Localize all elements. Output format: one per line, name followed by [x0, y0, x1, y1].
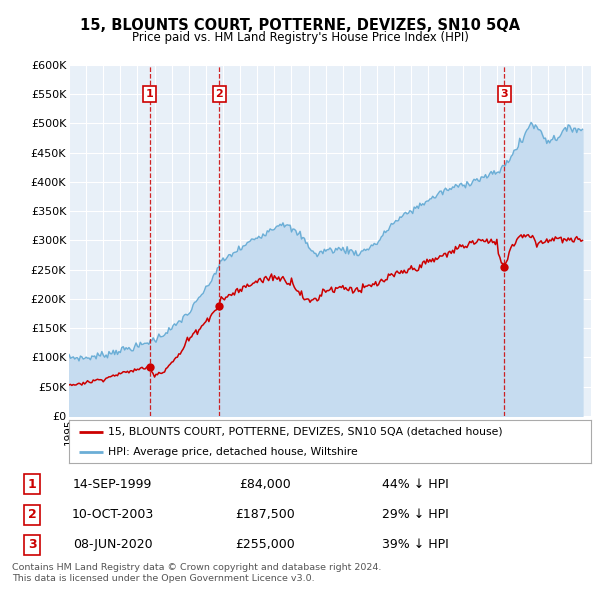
- Text: 15, BLOUNTS COURT, POTTERNE, DEVIZES, SN10 5QA (detached house): 15, BLOUNTS COURT, POTTERNE, DEVIZES, SN…: [108, 427, 503, 437]
- Text: £84,000: £84,000: [239, 478, 292, 491]
- Text: 10-OCT-2003: 10-OCT-2003: [71, 508, 154, 521]
- Text: 39% ↓ HPI: 39% ↓ HPI: [382, 538, 449, 551]
- Text: 08-JUN-2020: 08-JUN-2020: [73, 538, 152, 551]
- Text: 2: 2: [215, 89, 223, 99]
- Text: 1: 1: [28, 478, 37, 491]
- Text: Price paid vs. HM Land Registry's House Price Index (HPI): Price paid vs. HM Land Registry's House …: [131, 31, 469, 44]
- Text: £255,000: £255,000: [236, 538, 295, 551]
- Text: Contains HM Land Registry data © Crown copyright and database right 2024.
This d: Contains HM Land Registry data © Crown c…: [12, 563, 382, 583]
- Text: 44% ↓ HPI: 44% ↓ HPI: [382, 478, 449, 491]
- Text: 1: 1: [146, 89, 154, 99]
- Text: 14-SEP-1999: 14-SEP-1999: [73, 478, 152, 491]
- Text: 3: 3: [500, 89, 508, 99]
- Text: 15, BLOUNTS COURT, POTTERNE, DEVIZES, SN10 5QA: 15, BLOUNTS COURT, POTTERNE, DEVIZES, SN…: [80, 18, 520, 32]
- Text: 29% ↓ HPI: 29% ↓ HPI: [382, 508, 449, 521]
- Text: 2: 2: [28, 508, 37, 521]
- Text: HPI: Average price, detached house, Wiltshire: HPI: Average price, detached house, Wilt…: [108, 447, 358, 457]
- Text: 3: 3: [28, 538, 37, 551]
- Text: £187,500: £187,500: [236, 508, 295, 521]
